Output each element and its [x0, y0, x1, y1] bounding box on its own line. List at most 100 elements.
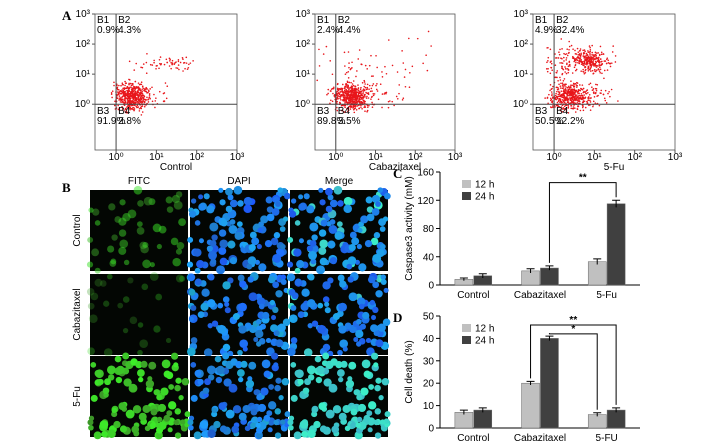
event-dot: [133, 100, 136, 102]
event-dot: [603, 97, 606, 100]
cell: [256, 243, 262, 250]
event-dot: [561, 62, 564, 64]
event-dot: [577, 61, 579, 64]
event-dot: [375, 88, 378, 91]
cell: [246, 263, 253, 270]
cell: [175, 248, 183, 255]
y-tick-label: 10³: [76, 9, 91, 20]
cell: [368, 384, 375, 390]
event-dot: [583, 57, 586, 59]
cell: [370, 237, 379, 246]
event-dot: [187, 66, 190, 69]
row-label: 5-Fu: [72, 386, 83, 407]
event-dot: [584, 58, 586, 61]
cell: [349, 231, 357, 239]
event-dot: [561, 67, 564, 70]
cell: [215, 376, 223, 384]
event-dot: [126, 93, 128, 96]
event-dot: [178, 68, 180, 71]
event-dot: [127, 104, 129, 107]
significance-bracket: [548, 333, 598, 410]
event-dot: [576, 94, 578, 96]
cell: [92, 208, 100, 216]
cell: [244, 322, 252, 330]
cell: [127, 277, 134, 284]
event-dot: [139, 99, 142, 101]
cell: [248, 244, 256, 252]
cell: [271, 352, 279, 360]
event-dot: [591, 69, 594, 72]
cell: [102, 387, 110, 395]
event-dot: [131, 87, 133, 89]
cell: [188, 288, 196, 296]
legend-label: 24 h: [475, 336, 494, 347]
cell: [298, 238, 304, 244]
quadrant-name: B2: [556, 15, 569, 26]
event-dot: [329, 102, 331, 105]
cell: [229, 199, 238, 208]
event-dot: [376, 90, 379, 92]
event-dot: [141, 85, 144, 88]
event-dot: [347, 51, 350, 53]
event-dot: [571, 98, 574, 101]
event-dot: [166, 61, 169, 64]
cell: [179, 275, 186, 282]
x-tick-label: 10³: [448, 152, 463, 163]
cell: [140, 360, 148, 368]
event-dot: [356, 70, 358, 72]
event-dot: [139, 101, 142, 104]
event-dot: [551, 94, 553, 97]
cell: [347, 256, 357, 265]
event-dot: [550, 62, 553, 65]
event-dot: [576, 59, 579, 62]
cell: [194, 278, 202, 286]
event-dot: [557, 93, 560, 96]
event-dot: [546, 70, 549, 73]
event-dot: [377, 98, 380, 101]
event-dot: [579, 48, 582, 50]
event-dot: [158, 58, 161, 61]
cell: [244, 425, 251, 432]
cell: [138, 412, 147, 421]
cell: [156, 416, 163, 422]
cell: [265, 196, 273, 204]
cell: [325, 187, 333, 196]
cell: [107, 429, 116, 439]
event-dot: [344, 65, 346, 67]
cell: [271, 208, 280, 216]
event-dot: [590, 57, 593, 60]
cell: [306, 365, 316, 375]
cell: [382, 216, 389, 222]
cell: [86, 288, 95, 296]
event-dot: [411, 65, 414, 68]
event-dot: [141, 91, 143, 93]
event-dot: [376, 66, 378, 69]
event-dot: [355, 99, 357, 102]
cell: [197, 378, 204, 386]
cell: [277, 323, 286, 332]
cell: [206, 245, 213, 252]
event-dot: [551, 69, 553, 72]
event-dot: [165, 58, 168, 61]
event-dot: [365, 97, 368, 99]
event-dot: [166, 85, 169, 88]
event-dot: [123, 99, 126, 102]
event-dot: [134, 95, 136, 98]
cell: [281, 377, 290, 386]
event-dot: [138, 110, 141, 112]
cell: [371, 315, 377, 321]
cell: [196, 260, 205, 269]
event-dot: [116, 87, 119, 90]
event-dot: [566, 54, 569, 57]
cell: [294, 369, 302, 377]
cell: [328, 225, 338, 234]
event-dot: [371, 95, 373, 98]
cell: [379, 226, 386, 232]
event-dot: [559, 48, 561, 51]
cell: [256, 297, 266, 306]
event-dot: [388, 39, 390, 41]
quadrant-value: 4.3%: [118, 25, 141, 36]
cell: [273, 232, 281, 239]
event-dot: [574, 97, 576, 100]
event-dot: [119, 101, 122, 103]
